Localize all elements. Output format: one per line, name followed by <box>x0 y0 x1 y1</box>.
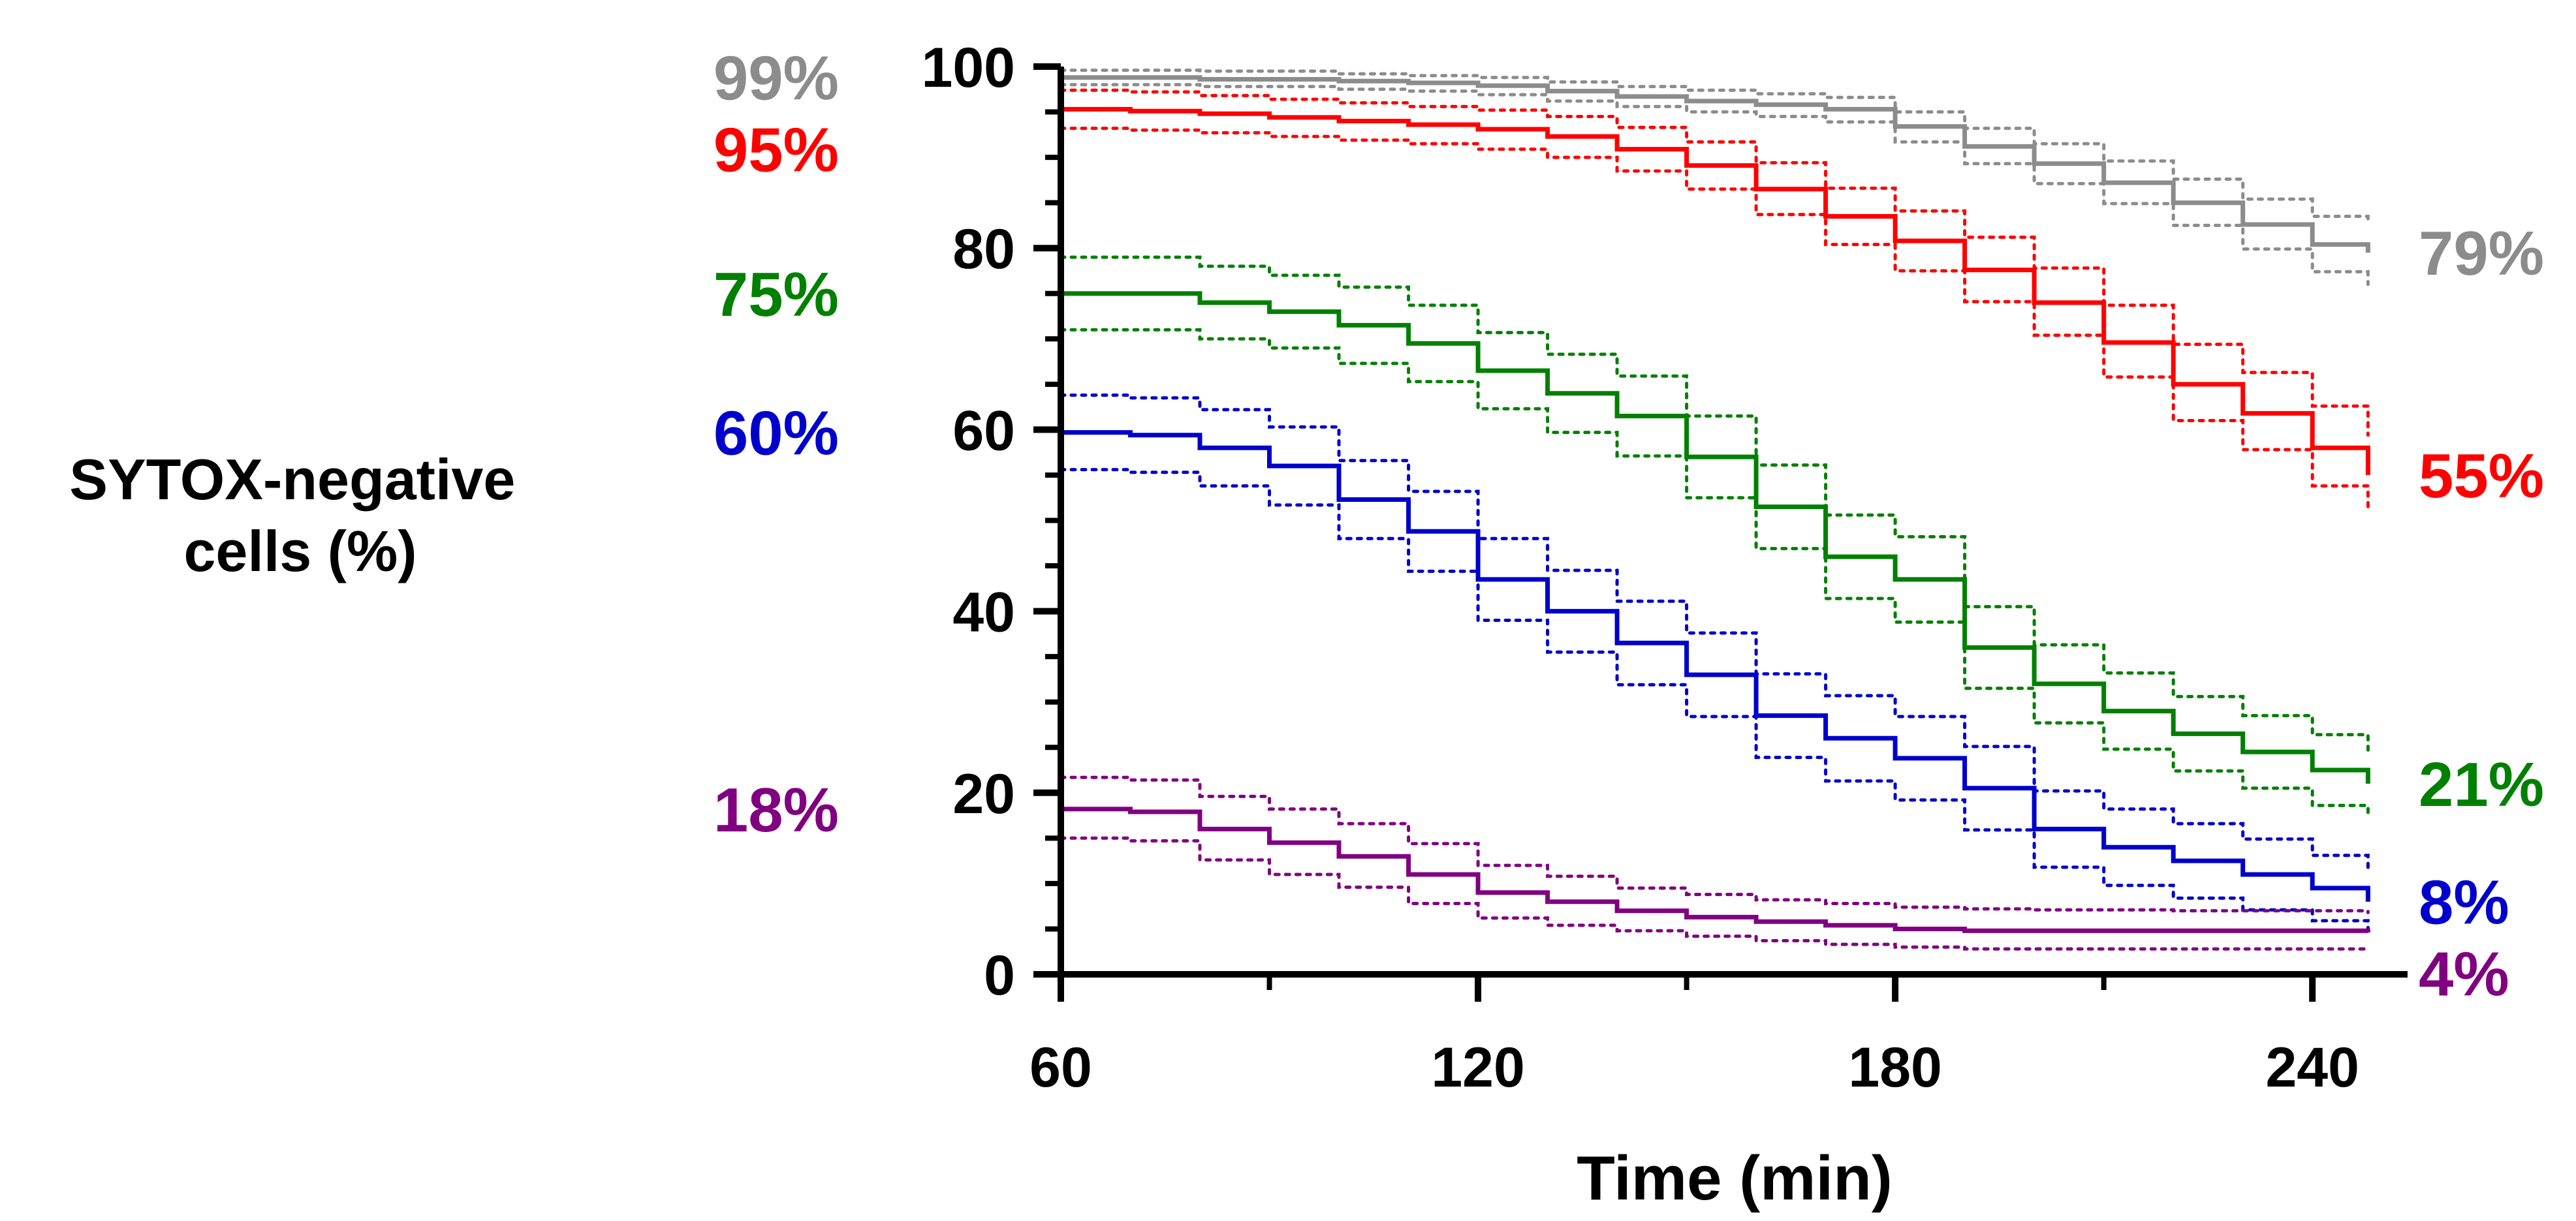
ci-upper-line <box>1059 88 2370 437</box>
survival-line <box>1061 430 2370 902</box>
series-end-label: 21% <box>2419 750 2544 820</box>
confidence-bands <box>1059 69 2370 953</box>
y-axis-title: SYTOX-negative cells (%) <box>69 447 531 583</box>
y-tick-label: 0 <box>984 944 1015 1007</box>
x-tick-label: 240 <box>2265 1036 2359 1099</box>
series-start-label: 99% <box>714 44 839 114</box>
ci-lower-line <box>1059 83 2370 286</box>
ci-lower-line <box>1059 328 2370 818</box>
x-axis-title: Time (min) <box>1577 1143 1893 1213</box>
y-axis-title-line-2: cells (%) <box>183 519 416 583</box>
series-end-label: 8% <box>2419 868 2509 938</box>
survival-line <box>1061 106 2370 475</box>
ci-upper-line <box>1059 69 2370 226</box>
series-end-label: 4% <box>2419 940 2509 1010</box>
x-tick-label: 180 <box>1848 1036 1942 1099</box>
survival-line <box>1061 807 2370 933</box>
series-end-label: 55% <box>2419 441 2544 511</box>
series-labels: 99% 79% 95% 55% 75% 21% 60% 8% 18% 4% <box>714 44 2544 1010</box>
series-start-label: 95% <box>714 116 839 185</box>
survival-lines <box>1061 75 2370 933</box>
survival-line <box>1061 75 2370 253</box>
series-end-label: 79% <box>2419 219 2544 288</box>
ci-upper-line <box>1059 255 2370 752</box>
y-tick-label: 100 <box>922 37 1016 99</box>
y-tick-label: 40 <box>952 581 1015 644</box>
y-tick-label: 60 <box>952 399 1015 462</box>
y-axis-title-line-1: SYTOX-negative <box>69 447 515 512</box>
series-start-label: 18% <box>714 775 839 845</box>
y-tick-label: 80 <box>952 218 1015 281</box>
survival-line <box>1061 291 2370 784</box>
x-tick-label: 60 <box>1029 1036 1092 1099</box>
x-tick-label: 120 <box>1431 1036 1525 1099</box>
series-start-label: 60% <box>714 399 839 469</box>
ci-upper-line <box>1059 394 2370 874</box>
ci-lower-line <box>1059 836 2370 953</box>
ticks: 0 20 40 60 80 100 60 120 180 240 <box>922 37 2359 1099</box>
series-start-label: 75% <box>714 260 839 330</box>
y-tick-label: 20 <box>952 763 1015 826</box>
